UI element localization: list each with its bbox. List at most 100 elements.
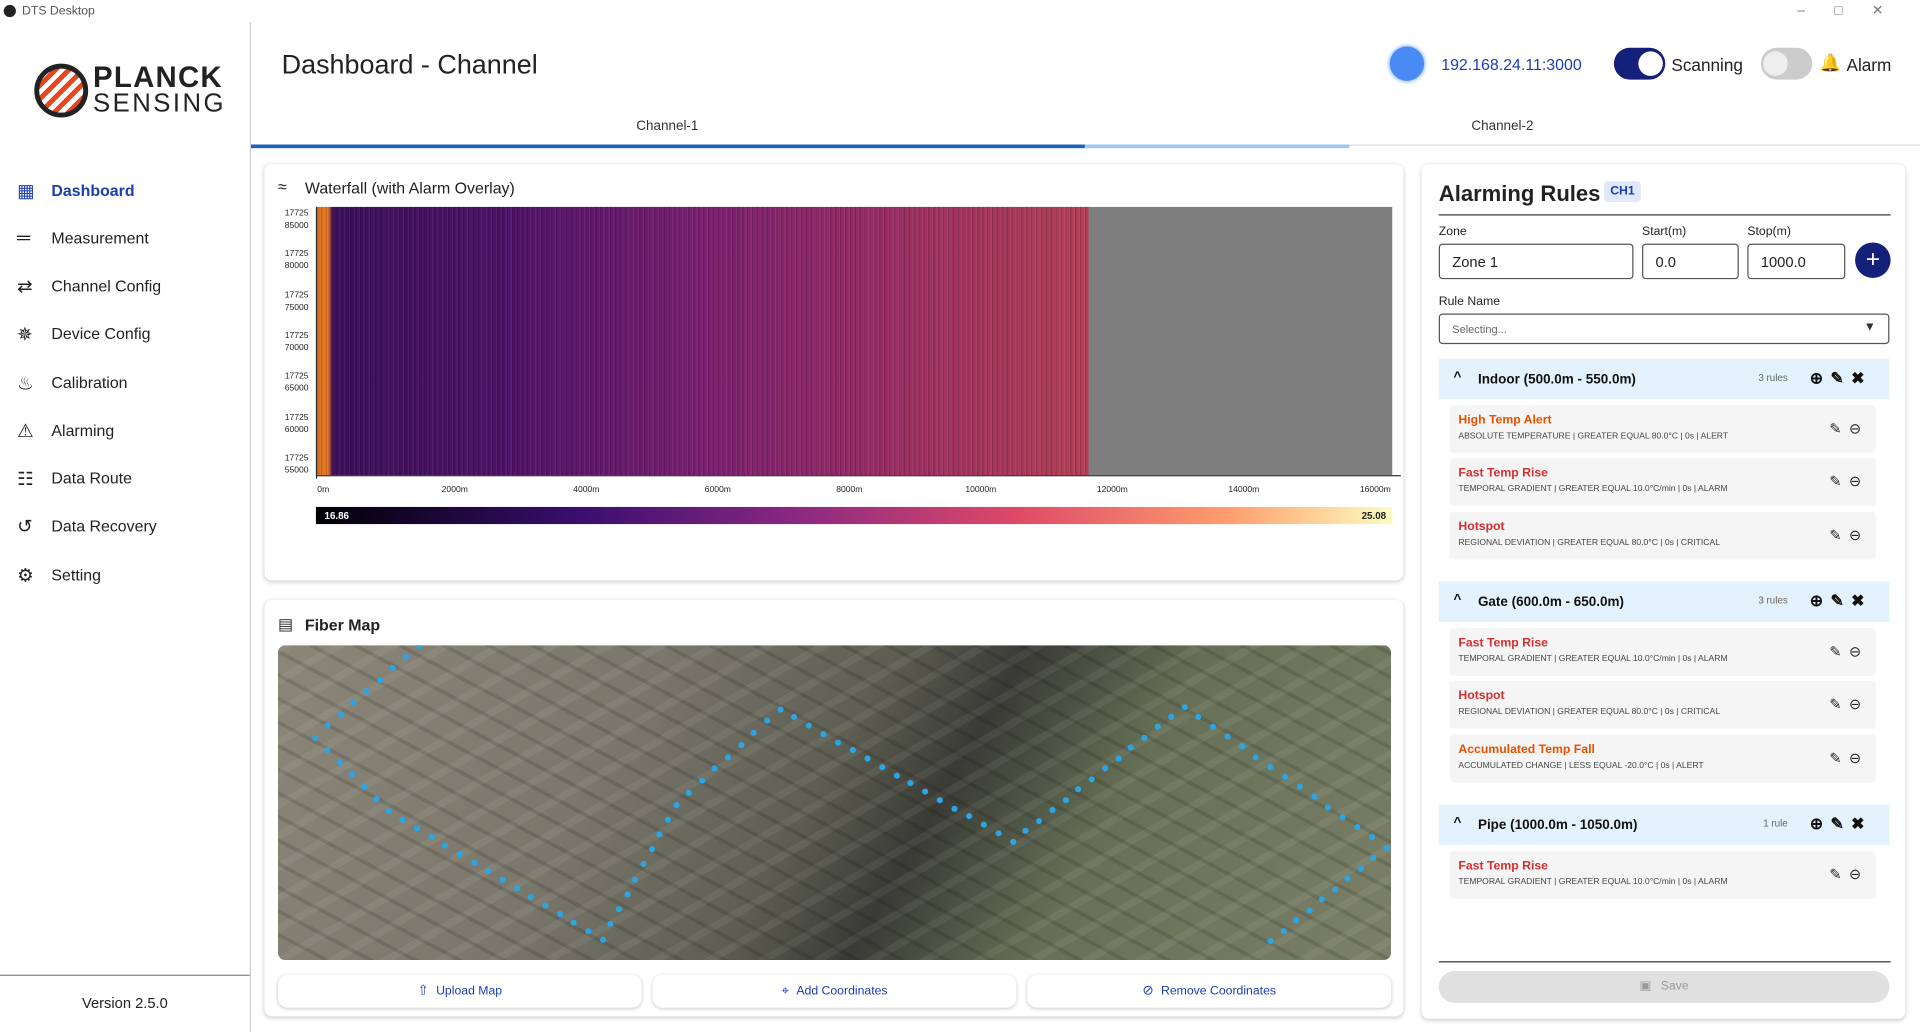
rule-actions[interactable]: ✎⊖ [1829,748,1869,767]
fiber-point [456,850,463,857]
y-tick-label: 60000 [284,425,309,435]
map-button[interactable]: ⊘ Remove Coordinates [1027,974,1392,1008]
fiber-point [980,821,987,828]
y-tick-label: 85000 [284,221,309,231]
button-icon: ⇧ [417,983,429,998]
button-label[interactable]: Upload Map [436,984,503,998]
fiber-point [1354,824,1361,831]
nav-icon[interactable]: ⚙ [17,565,34,587]
fiber-point [542,901,549,908]
rule-actions[interactable]: ✎⊖ [1829,473,1869,491]
map-icon: ▤ [277,614,294,634]
fiber-point [907,780,914,787]
rule-item: High Temp Alert ABSOLUTE TEMPERATURE | GR… [1449,405,1876,454]
x-tick-label: 10000m [965,486,997,495]
fiber-point [1267,763,1274,770]
fiber-point [1022,827,1029,834]
rule-actions[interactable]: ✎⊖ [1829,526,1869,544]
nav-item[interactable]: Alarming [51,421,115,440]
add-zone-button[interactable]: + [1855,242,1891,278]
save-button[interactable]: ▣ Save [1438,971,1890,1003]
y-tick-label: 17725 [284,290,309,300]
nav-icon[interactable]: ═ [17,227,31,249]
sidebar-border [249,22,252,1032]
fiber-point [791,714,798,721]
rule-group-header[interactable]: ^ Indoor (500.0m - 550.0m) 3 rules ⊕✎✖ [1438,358,1890,400]
nav-item[interactable]: Dashboard [51,181,135,200]
nav-icon[interactable]: ↺ [17,516,33,538]
field-label: Stop(m) [1747,225,1791,239]
x-tick-label: 0m [317,486,330,495]
heatmap-axis [315,475,1401,477]
rule-actions[interactable]: ✎⊖ [1829,695,1869,714]
x-tick-label: 12000m [1096,486,1128,495]
fiber-point [385,807,392,814]
rule-actions[interactable]: ✎⊖ [1829,420,1869,438]
fiber-point [1154,724,1161,731]
field-input[interactable]: Zone 1 [1438,243,1634,280]
fiber-point [664,816,671,823]
fiber-point [337,711,344,718]
group-actions[interactable]: ⊕✎✖ [1809,368,1872,387]
collapse-icon: ^ [1453,592,1462,608]
nav-icon[interactable]: ♨ [17,373,34,395]
tab[interactable]: Channel-1 [636,118,699,134]
rule-name: Hotspot [1458,519,1505,534]
field-input[interactable]: 1000.0 [1747,243,1846,280]
channel-badge: CH1 [1604,181,1641,203]
fiber-point [820,730,827,737]
map-button[interactable]: ⌖ Add Coordinates [652,974,1017,1008]
fiber-point [363,688,370,695]
window-controls[interactable]: –□✕ [1797,3,1913,19]
nav-item[interactable]: Calibration [51,373,128,392]
rule-group-header[interactable]: ^ Gate (600.0m - 650.0m) 3 rules ⊕✎✖ [1438,581,1890,623]
save-label[interactable]: Save [1660,979,1689,994]
group-actions[interactable]: ⊕✎✖ [1809,591,1872,610]
fiber-point [893,772,900,779]
rule-actions[interactable]: ✎⊖ [1829,642,1869,661]
fiber-point [1224,733,1231,740]
nav-item[interactable]: Measurement [51,228,149,248]
server-address[interactable]: 192.168.24.11:3000 [1441,55,1582,74]
nav-icon[interactable]: ⇄ [17,276,33,298]
rule-actions[interactable]: ✎⊖ [1829,865,1869,883]
fiber-point [995,829,1002,837]
fiber-point [1009,838,1016,845]
fiber-point [936,796,944,803]
nav-item[interactable]: Channel Config [51,276,162,296]
group-name: Pipe (1000.0m - 1050.0m) [1477,817,1638,833]
rule-group-header[interactable]: ^ Pipe (1000.0m - 1050.0m) 1 rule ⊕✎✖ [1438,804,1890,845]
button-label[interactable]: Remove Coordinates [1160,984,1277,998]
nav-icon[interactable]: ☷ [17,468,34,490]
nav-item[interactable]: Setting [51,565,102,585]
fiber-point [1181,703,1188,710]
save-icon: ▣ [1639,979,1652,994]
toggle-knob [1638,51,1663,76]
tab[interactable]: Channel-2 [1471,118,1534,134]
fiber-point [324,722,331,729]
fiber-point [965,813,973,820]
fiber-point [711,765,719,772]
nav-icon[interactable]: ✵ [17,324,33,346]
rule-name-select[interactable]: Selecting... ▼ [1438,313,1890,345]
nav-icon[interactable]: ⚠ [17,421,34,443]
y-tick-label: 17725 [284,454,309,463]
button-label[interactable]: Add Coordinates [796,984,888,998]
fiber-point [323,746,331,753]
nav-item[interactable]: Data Route [51,468,132,488]
rule-detail: REGIONAL DEVIATION | GREATER EQUAL 80.0°… [1458,708,1720,717]
y-tick-label: 17725 [284,331,309,341]
group-actions[interactable]: ⊕✎✖ [1809,814,1872,833]
fiber-point [1075,786,1082,793]
nav-item[interactable]: Device Config [51,324,151,343]
y-tick-label: 75000 [284,303,309,312]
rule-name: Fast Temp Rise [1458,859,1548,874]
x-tick-label: 16000m [1359,486,1391,495]
nav-item[interactable]: Data Recovery [51,516,157,536]
satellite-map[interactable] [277,645,1392,961]
map-button[interactable]: ⇧ Upload Map [277,974,642,1008]
fiber-point [360,783,367,790]
field-input[interactable]: 0.0 [1642,243,1739,280]
nav-icon[interactable]: ▦ [17,181,35,203]
rule-name: High Temp Alert [1458,413,1552,428]
